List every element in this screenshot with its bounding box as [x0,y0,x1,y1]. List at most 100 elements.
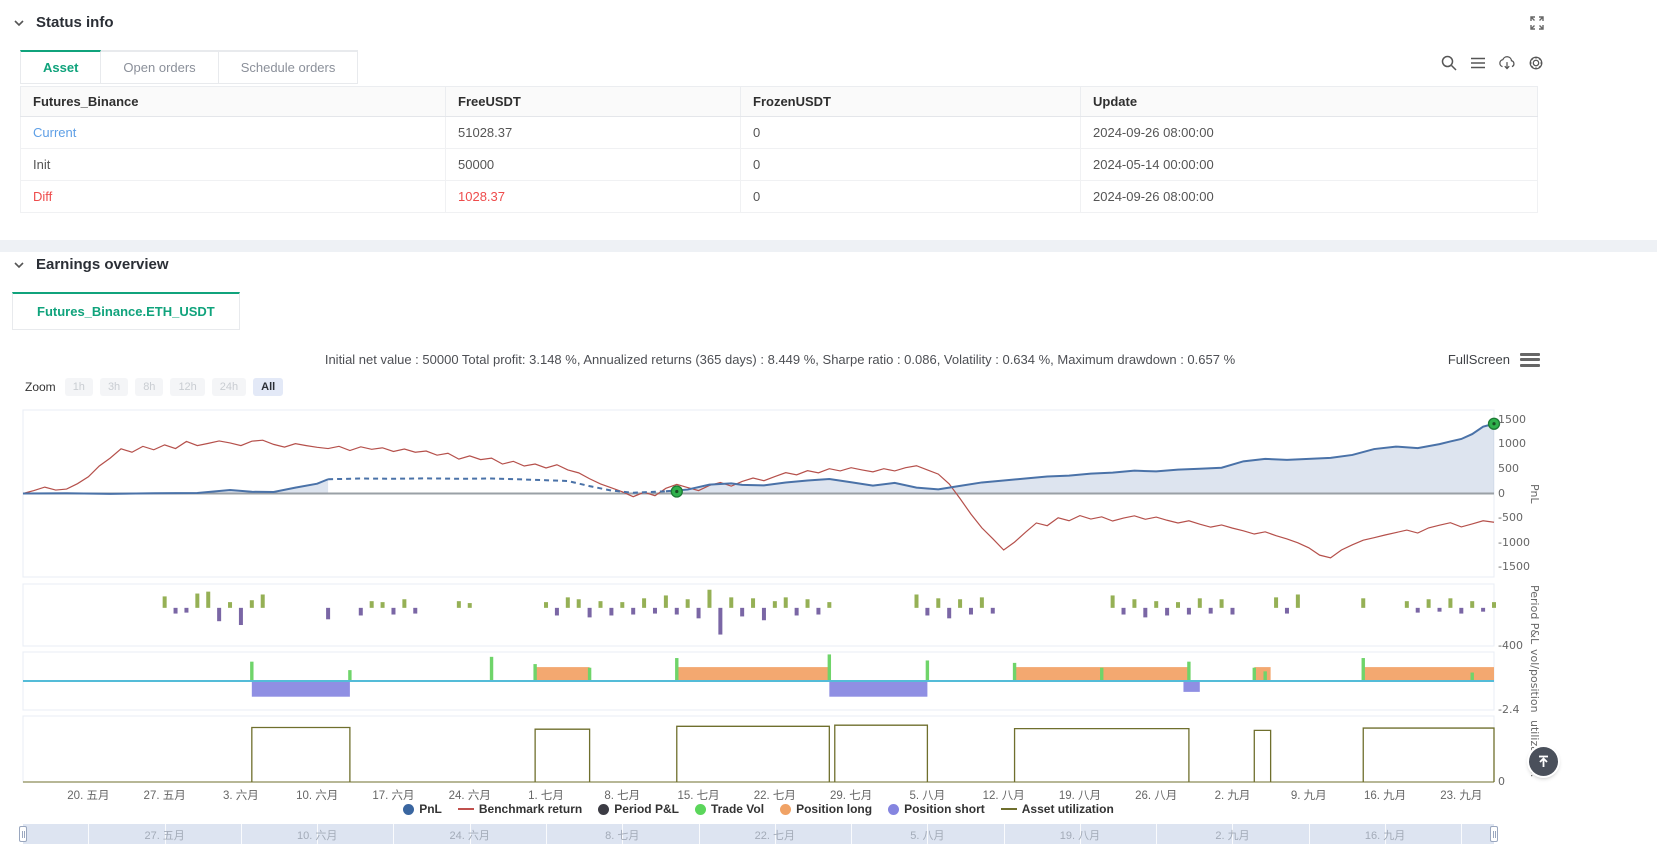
pnl-line [665,422,1495,493]
period-pnl-bar [1481,607,1486,612]
navigator-tick [164,824,166,844]
table-row-init: Init 50000 0 2024-05-14 00:00:00 [20,148,1538,181]
back-to-top-button[interactable] [1529,747,1558,776]
utilization-step [1013,727,1190,782]
y-tick-period: -400 [1498,639,1523,652]
period-pnl-bar [663,595,668,608]
cell-diff-futures-binance: Diff [20,180,446,213]
position-long-band [1363,667,1494,681]
legend-item-position-long[interactable]: Position long [780,802,872,816]
navigator-label: 10. 六月 [297,830,338,842]
search-icon[interactable] [1440,54,1458,72]
navigator-tick [393,824,395,844]
legend-item-period-p-l[interactable]: Period P&L [598,802,679,816]
period-pnl-bar [805,599,810,608]
zoom-button-12h[interactable]: 12h [170,378,205,396]
period-pnl-bar [467,603,472,608]
tab-asset[interactable]: Asset [20,50,102,84]
period-pnl-bar [1492,602,1496,608]
legend-item-trade-vol[interactable]: Trade Vol [694,802,764,816]
column-header-freeusdt: FreeUSDT [445,86,741,117]
cell-diff-update: 2024-09-26 08:00:00 [1080,180,1538,213]
y-axis-title-pnl: PnL [1528,483,1541,504]
expand-icon[interactable] [1529,15,1545,31]
period-pnl-bar [1121,607,1126,615]
zoom-button-all[interactable]: All [253,378,284,396]
navigator-label: 2. 九月 [1215,830,1250,842]
symbol-tab[interactable]: Futures_Binance.ETH_USDT [12,292,240,330]
period-pnl-bar [228,602,233,608]
navigator-tick [1385,824,1387,844]
navigator[interactable]: 27. 五月 10. 六月 24. 六月 8. 七月 22. 七月 5. 八月 19. 八月… [19,824,1498,844]
period-pnl-bar [1361,598,1366,608]
cell-init-freeusdt: 50000 [445,148,741,181]
chart-plot[interactable] [0,400,1657,800]
navigator-tick [1308,824,1310,844]
period-pnl-bar [1426,599,1431,608]
zoom-button-8h[interactable]: 8h [135,378,164,396]
utilization-step [834,724,929,782]
period-pnl-bar [238,607,243,626]
tab-schedule-orders[interactable]: Schedule orders [218,50,359,84]
collapse-chevron-icon[interactable] [12,16,26,30]
period-pnl-bar [740,607,745,617]
period-pnl-bar [620,602,625,608]
period-pnl-bar [587,607,592,618]
legend-item-pnl[interactable]: PnL [403,802,442,816]
asset-table: Futures_Binance FreeUSDT FrozenUSDT Update … [20,86,1538,213]
cell-current-futures-binance[interactable]: Current [20,116,446,149]
period-pnl-bar [391,607,396,615]
cloud-download-icon[interactable] [1498,54,1516,72]
zoom-button-24h[interactable]: 24h [211,378,247,396]
x-axis-label: 2. 九月 [1214,790,1251,802]
chart-menu-icon[interactable] [1520,352,1540,367]
period-pnl-bar [544,602,549,608]
column-header-futures-binance: Futures_Binance [20,86,446,117]
navigator-label: 16. 九月 [1364,830,1406,842]
legend-item-benchmark-return[interactable]: Benchmark return [457,802,582,816]
navigator-tick [1079,824,1081,844]
navigator-handle-right[interactable] [1490,826,1498,842]
period-pnl-bar [914,594,919,608]
y-tick-vol: -2.4 [1498,703,1520,716]
y-tick-pnl: -500 [1498,511,1523,525]
period-pnl-bar [751,598,756,608]
period-pnl-bar [358,607,363,616]
position-long-band [676,667,830,681]
trade-vol-bar [827,654,832,681]
period-pnl-bar [1143,607,1148,618]
navigator-label: 22. 七月 [754,830,796,842]
arrow-to-top-icon [1539,755,1548,767]
settings-icon[interactable] [1527,54,1545,72]
section-divider [0,240,1657,252]
x-axis-label: 20. 五月 [67,790,110,802]
zoom-button-3h[interactable]: 3h [99,378,129,396]
period-pnl-bar [674,607,679,615]
collapse-chevron-icon[interactable] [12,258,26,272]
x-axis-label: 10. 六月 [296,790,339,802]
period-pnl-bar [1110,595,1115,608]
menu-icon[interactable] [1469,54,1487,72]
benchmark-line [22,439,1495,559]
trade-vol-bar [675,658,679,681]
table-row-current: Current 51028.37 0 2024-09-26 08:00:00 [20,116,1538,149]
fullscreen-button[interactable]: FullScreen [1447,352,1510,367]
legend-item-asset-utilization[interactable]: Asset utilization [1000,802,1114,816]
legend-item-position-short[interactable]: Position short [888,802,985,816]
zoom-button-1h[interactable]: 1h [64,378,93,396]
period-pnl-bar [783,597,788,608]
summary-stats: Initial net value : 50000 Total profit: … [324,352,1236,367]
trade-vol-bar [533,664,537,681]
x-axis-label: 8. 七月 [604,790,641,802]
period-pnl-bar [380,602,385,608]
navigator-handle-left[interactable] [19,826,27,842]
period-pnl-bar [1176,602,1181,608]
period-pnl-bar [1470,601,1475,608]
x-axis-label: 29. 七月 [830,790,873,802]
table-row-diff: Diff 1028.37 0 2024-09-26 08:00:00 [20,180,1538,213]
utilization-step [676,725,830,782]
utilization-step [1253,729,1272,782]
navigator-tick [1003,824,1005,844]
legend-marker-position-short [888,803,900,815]
tab-open-orders[interactable]: Open orders [101,50,219,84]
